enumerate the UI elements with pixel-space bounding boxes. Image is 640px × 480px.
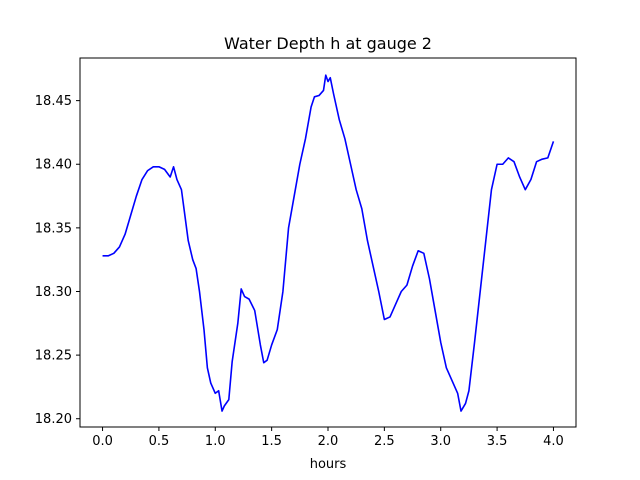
x-tick-label: 2.5 [374, 434, 395, 449]
axes-frame [79, 57, 577, 428]
y-tick-label: 18.35 [35, 221, 72, 236]
y-axis-ticks: 18.20 18.25 18.30 18.35 18.40 18.45 [35, 94, 80, 427]
x-tick-label: 3.5 [487, 434, 508, 449]
x-axis-ticks: 0.0 0.5 1.0 1.5 2.0 2.5 3.0 3.5 4.0 [92, 427, 564, 449]
x-tick-label: 1.0 [205, 434, 226, 449]
y-tick-label: 18.30 [35, 285, 72, 300]
plot-area [102, 74, 555, 412]
y-tick-label: 18.25 [35, 349, 72, 364]
y-tick-label: 18.40 [35, 158, 72, 173]
x-tick-label: 2.0 [318, 434, 339, 449]
x-axis-label: hours [310, 457, 347, 472]
y-tick-label: 18.45 [35, 94, 72, 109]
x-tick-label: 0.0 [92, 434, 113, 449]
y-tick-label: 18.20 [35, 412, 72, 427]
series-line [102, 74, 555, 412]
x-tick-label: 1.5 [261, 434, 282, 449]
x-tick-label: 4.0 [543, 434, 564, 449]
x-tick-label: 3.0 [430, 434, 451, 449]
chart-title: Water Depth h at gauge 2 [224, 34, 432, 53]
x-tick-label: 0.5 [149, 434, 170, 449]
